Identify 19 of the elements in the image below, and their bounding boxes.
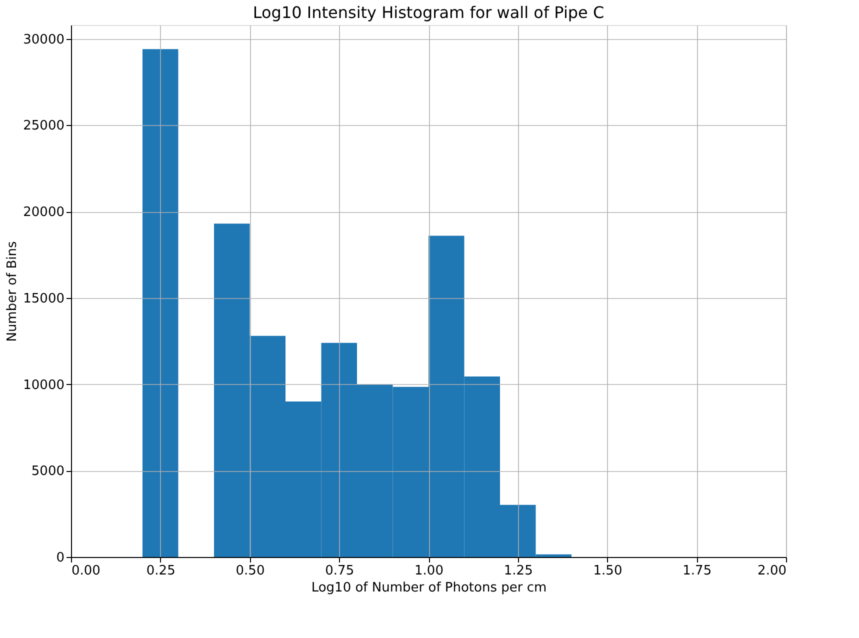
x-tick-label: 0.50 [236,564,265,578]
x-tick-label: 1.00 [414,564,444,578]
y-tick-label: 10000 [23,378,64,393]
x-tick-label: 1.75 [682,564,712,578]
y-tick-label: 5000 [31,464,64,480]
x-tick-label: 1.25 [504,564,533,578]
x-tick-label: 0.00 [72,564,100,578]
chart-title: Log10 Intensity Histogram for wall of Pipe C [252,3,604,22]
y-tick-label: 20000 [23,205,64,220]
x-axis-title: Log10 of Number of Photons per cm [311,580,547,596]
x-tick-label: 0.75 [325,564,354,578]
x-tick-label: 0.25 [146,564,176,578]
x-tick-label: 1.50 [593,564,622,578]
y-tick-label: 30000 [23,32,64,48]
y-tick-label: 0 [56,550,64,566]
y-tick-label: 25000 [23,118,64,134]
y-tick-label: 15000 [23,291,64,306]
y-axis-title: Number of Bins [5,240,20,342]
x-tick-label: 2.00 [758,564,786,578]
